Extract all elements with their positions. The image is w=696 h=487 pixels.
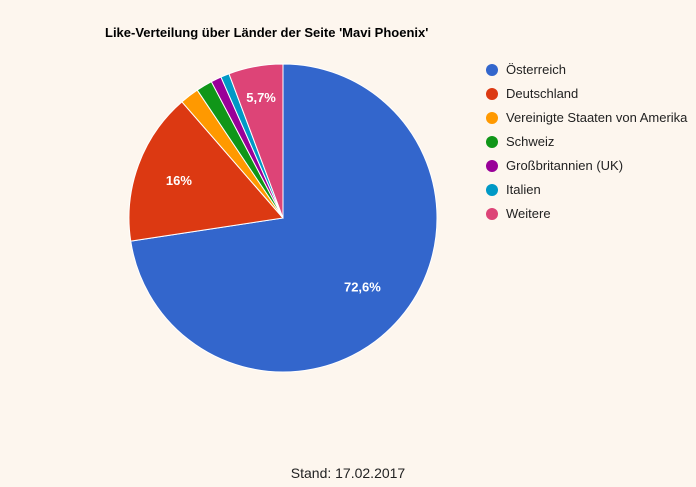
- legend-label: Großbritannien (UK): [506, 158, 624, 173]
- slice-label-1: 16%: [166, 173, 192, 188]
- legend-swatch: [486, 88, 498, 100]
- legend-label: Schweiz: [506, 134, 555, 149]
- legend: Österreich Deutschland Vereinigte Staaten …: [486, 61, 691, 229]
- pie-slice-1: [128, 101, 284, 242]
- legend-label: Vereinigte Staaten von Amerika: [506, 110, 688, 125]
- legend-item-5: Italien: [486, 181, 691, 198]
- chart-title: Like-Verteilung über Länder der Seite 'M…: [105, 25, 429, 40]
- legend-item-0: Österreich: [486, 61, 691, 78]
- legend-swatch: [486, 64, 498, 76]
- slice-label-0: 72,6%: [344, 279, 381, 294]
- slice-label-6: 5,7%: [246, 90, 276, 105]
- legend-label: Deutschland: [506, 86, 579, 101]
- pie-slice-0: [130, 63, 438, 373]
- legend-label: Österreich: [506, 62, 566, 77]
- legend-label: Weitere: [506, 206, 551, 221]
- legend-item-3: Schweiz: [486, 133, 691, 150]
- date-footer: Stand: 17.02.2017: [290, 465, 406, 481]
- legend-item-2: Vereinigte Staaten von Amerika: [486, 109, 691, 126]
- legend-swatch: [486, 184, 498, 196]
- legend-label: Italien: [506, 182, 541, 197]
- legend-item-4: Großbritannien (UK): [486, 157, 691, 174]
- legend-swatch: [486, 112, 498, 124]
- legend-swatch: [486, 160, 498, 172]
- legend-item-1: Deutschland: [486, 85, 691, 102]
- legend-swatch: [486, 136, 498, 148]
- legend-swatch: [486, 208, 498, 220]
- legend-item-6: Weitere: [486, 205, 691, 222]
- pie-slice-6: [228, 63, 284, 219]
